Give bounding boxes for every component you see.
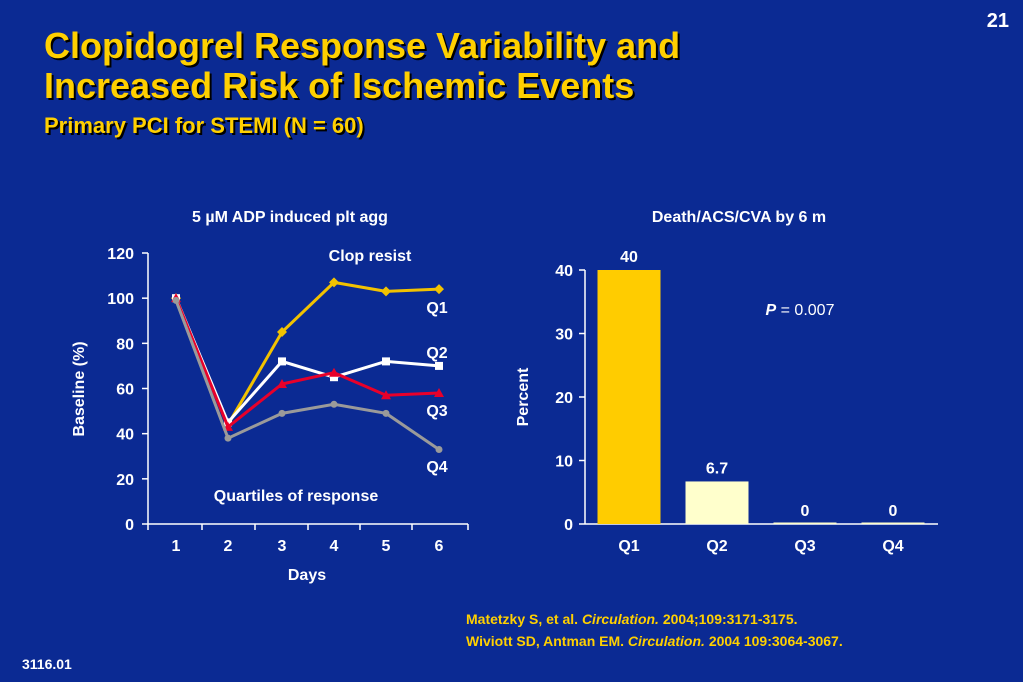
data-point-Q3 (277, 378, 287, 388)
bar-chart-y-label: Percent (515, 367, 532, 426)
slide-code: 3116.01 (22, 656, 72, 672)
slide-number: 21 (986, 10, 1009, 32)
data-point-Q4 (435, 445, 443, 453)
reference-2: Wiviott SD, Antman EM. Circulation. 2004… (466, 633, 843, 649)
line-chart-y-tick-label: 80 (116, 336, 134, 353)
bar-Q3 (773, 522, 837, 524)
line-chart-y-tick-label: 100 (107, 291, 134, 308)
bar-chart-y-tick-label: 30 (555, 327, 573, 344)
data-point-Q3 (434, 388, 444, 398)
bar-chart-title: Death/ACS/CVA by 6 m (652, 209, 826, 226)
line-chart-y-tick-label: 60 (116, 382, 134, 399)
bar-chart-x-tick-label: Q4 (882, 538, 903, 555)
series-label-Q1: Q1 (426, 300, 447, 317)
data-point-Q4 (224, 434, 232, 442)
line-chart-y-tick-label: 120 (107, 246, 134, 263)
line-chart-y-label: Baseline (%) (71, 341, 88, 436)
references: Matetzky S, et al. Circulation. 2004;109… (466, 608, 843, 652)
bar-value-label-Q2: 6.7 (706, 460, 728, 477)
bar-chart-y-tick-label: 0 (564, 517, 573, 534)
bar-value-label-Q3: 0 (801, 503, 810, 520)
line-chart-x-tick-label: 1 (172, 538, 181, 555)
data-point-Q3 (381, 390, 391, 400)
bar-Q4 (861, 522, 925, 524)
data-point-Q4 (278, 409, 286, 417)
data-point-Q1 (277, 327, 287, 338)
data-point-Q1 (434, 284, 444, 295)
data-point-Q1 (329, 277, 339, 288)
line-chart-y-tick-label: 40 (116, 427, 134, 444)
data-point-Q2 (435, 361, 443, 370)
slide-title: Clopidogrel Response Variability and Inc… (44, 26, 680, 106)
line-chart-y-tick-label: 0 (125, 517, 134, 534)
line-chart-x-tick-label: 6 (435, 538, 444, 555)
data-point-Q2 (278, 357, 286, 366)
annotation-clop-resist: Clop resist (329, 248, 412, 265)
annotation-p-value: P = 0.007 (766, 302, 835, 319)
line-chart-x-tick-label: 2 (224, 538, 233, 555)
bar-value-label-Q1: 40 (620, 249, 638, 266)
line-chart-y-tick-label: 20 (116, 472, 134, 489)
bar-Q2 (685, 481, 749, 524)
bar-chart-y-tick-label: 20 (555, 390, 573, 407)
data-point-Q3 (329, 367, 339, 377)
data-point-Q1 (381, 286, 391, 297)
title-line-1: Clopidogrel Response Variability and (44, 25, 681, 66)
bar-chart-y-tick-label: 10 (555, 454, 573, 471)
bar-Q1 (597, 270, 661, 524)
bar-chart-y-tick-label: 40 (555, 263, 573, 280)
series-line-Q3 (174, 297, 440, 430)
line-chart-x-tick-label: 3 (278, 538, 287, 555)
slide-subtitle: Primary PCI for STEMI (N = 60) (44, 113, 364, 138)
data-point-Q2 (382, 357, 390, 366)
line-chart-x-label: Days (288, 567, 326, 584)
data-point-Q4 (172, 296, 180, 304)
reference-1: Matetzky S, et al. Circulation. 2004;109… (466, 611, 798, 627)
bar-chart-x-tick-label: Q1 (618, 538, 639, 555)
data-point-Q4 (330, 400, 338, 408)
line-chart-x-tick-label: 5 (382, 538, 391, 555)
series-label-Q4: Q4 (426, 459, 447, 476)
title-line-2: Increased Risk of Ischemic Events (44, 65, 635, 106)
data-point-Q2 (330, 373, 338, 382)
series-label-Q2: Q2 (426, 345, 447, 362)
series-label-Q3: Q3 (426, 403, 447, 420)
bar-value-label-Q4: 0 (889, 503, 898, 520)
annotation-quartiles: Quartiles of response (214, 488, 379, 505)
bar-chart-x-tick-label: Q2 (706, 538, 727, 555)
line-chart-x-tick-label: 4 (330, 538, 339, 555)
line-chart-title: 5 µM ADP induced plt agg (192, 209, 388, 226)
bar-chart-x-tick-label: Q3 (794, 538, 815, 555)
series-line-Q4 (174, 299, 440, 451)
data-point-Q4 (382, 409, 390, 417)
